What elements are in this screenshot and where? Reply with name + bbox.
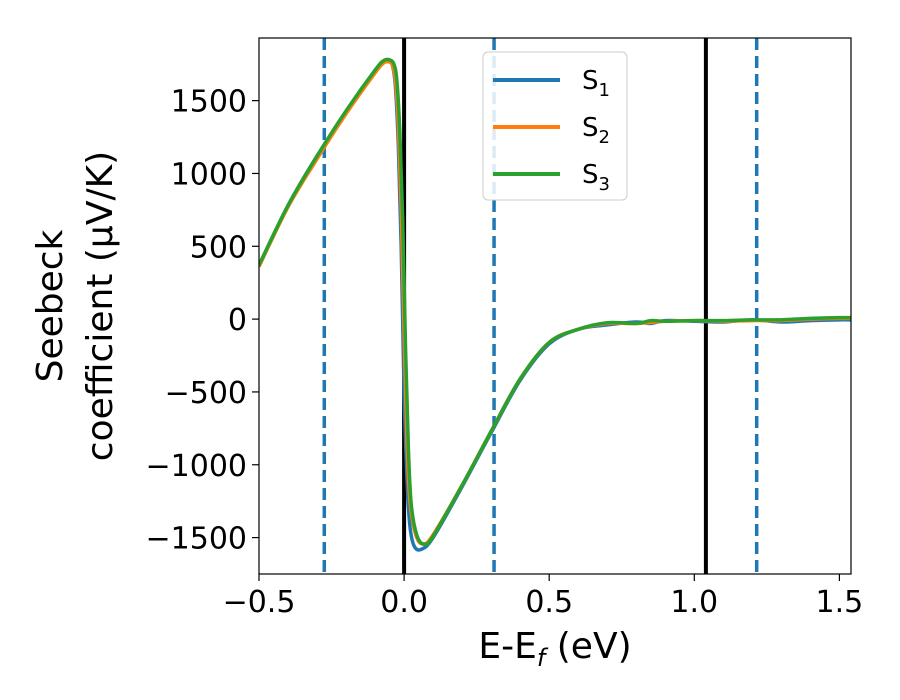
y-axis-label-line2: coefficient (μV/K) xyxy=(80,151,121,461)
legend: S1 S2 S3 xyxy=(482,51,628,201)
x-tick-label: 0.0 xyxy=(380,585,428,620)
plot-area xyxy=(259,38,851,574)
x-tick-label: −0.5 xyxy=(223,585,296,620)
y-tick-label: −1000 xyxy=(146,449,247,484)
y-tick-label: 1500 xyxy=(171,85,247,120)
legend-label-s3: S3 xyxy=(582,160,610,195)
legend-entries: S1 S2 S3 xyxy=(493,66,610,195)
plot-frame xyxy=(258,37,852,575)
x-tick-label: 1.5 xyxy=(816,585,864,620)
x-tick-label: 1.0 xyxy=(670,585,718,620)
y-tick-label: 1000 xyxy=(171,157,247,192)
y-tick-label: 0 xyxy=(228,303,247,338)
legend-label-s1: S1 xyxy=(582,66,610,101)
legend-label-s2: S2 xyxy=(582,113,610,148)
x-tick-label: 0.5 xyxy=(525,585,573,620)
y-tick-label: 500 xyxy=(190,230,247,265)
series-line-s3 xyxy=(259,57,851,547)
y-tick-label: −1500 xyxy=(146,522,247,557)
axis-ticks: −0.5 0.0 0.5 1.0 1.5 −1500 −1000 −500 0 500 1000 15… xyxy=(146,85,864,620)
x-axis-label: E-Ef (eV) xyxy=(478,626,631,672)
y-tick-label: −500 xyxy=(165,376,247,411)
y-axis-label-line1: Seebeck xyxy=(30,229,71,382)
